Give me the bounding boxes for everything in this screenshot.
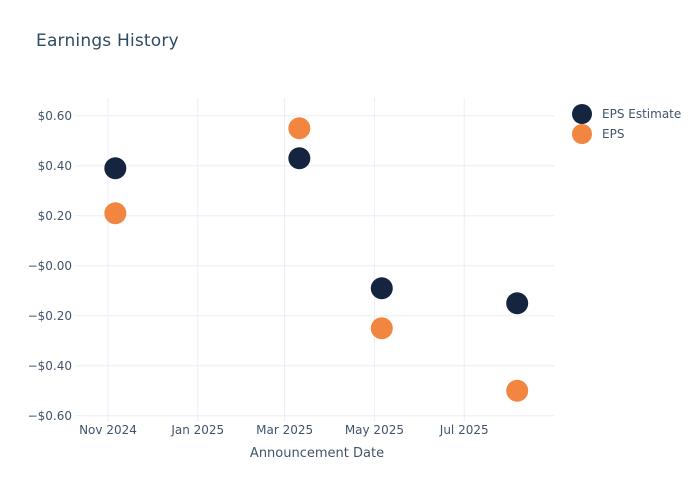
y-tick-label: −$0.20 [28, 309, 72, 323]
x-tick-label: Jul 2025 [439, 423, 489, 437]
legend-label-eps-estimate: EPS Estimate [602, 107, 682, 121]
data-point-eps-estimate[interactable] [104, 157, 127, 180]
chart-title: Earnings History [36, 31, 179, 51]
data-point-eps[interactable] [288, 117, 311, 140]
x-tick-label: Jan 2025 [170, 423, 224, 437]
data-point-eps-estimate[interactable] [370, 277, 393, 300]
x-tick-label: Nov 2024 [79, 423, 137, 437]
x-tick-label: May 2025 [345, 423, 404, 437]
data-point-eps[interactable] [506, 379, 529, 402]
y-tick-label: −$0.60 [28, 409, 72, 423]
eps-marker-icon [572, 124, 592, 144]
x-axis-title: Announcement Date [249, 446, 385, 461]
y-tick-label: $0.20 [38, 209, 72, 223]
legend: EPS Estimate EPS [572, 104, 681, 144]
x-tick-label: Mar 2025 [256, 423, 313, 437]
legend-item-eps-estimate[interactable]: EPS Estimate [572, 104, 681, 124]
data-point-eps-estimate[interactable] [288, 147, 311, 170]
legend-label-eps: EPS [602, 127, 625, 141]
y-tick-label: $0.60 [38, 109, 72, 123]
eps-estimate-marker-icon [572, 104, 592, 124]
y-tick-label: $0.40 [38, 159, 72, 173]
data-point-eps[interactable] [370, 317, 393, 340]
y-tick-label: −$0.40 [28, 359, 72, 373]
data-point-eps-estimate[interactable] [506, 292, 529, 315]
legend-item-eps[interactable]: EPS [572, 124, 681, 144]
y-tick-label: −$0.00 [28, 259, 72, 273]
data-point-eps[interactable] [104, 202, 127, 225]
